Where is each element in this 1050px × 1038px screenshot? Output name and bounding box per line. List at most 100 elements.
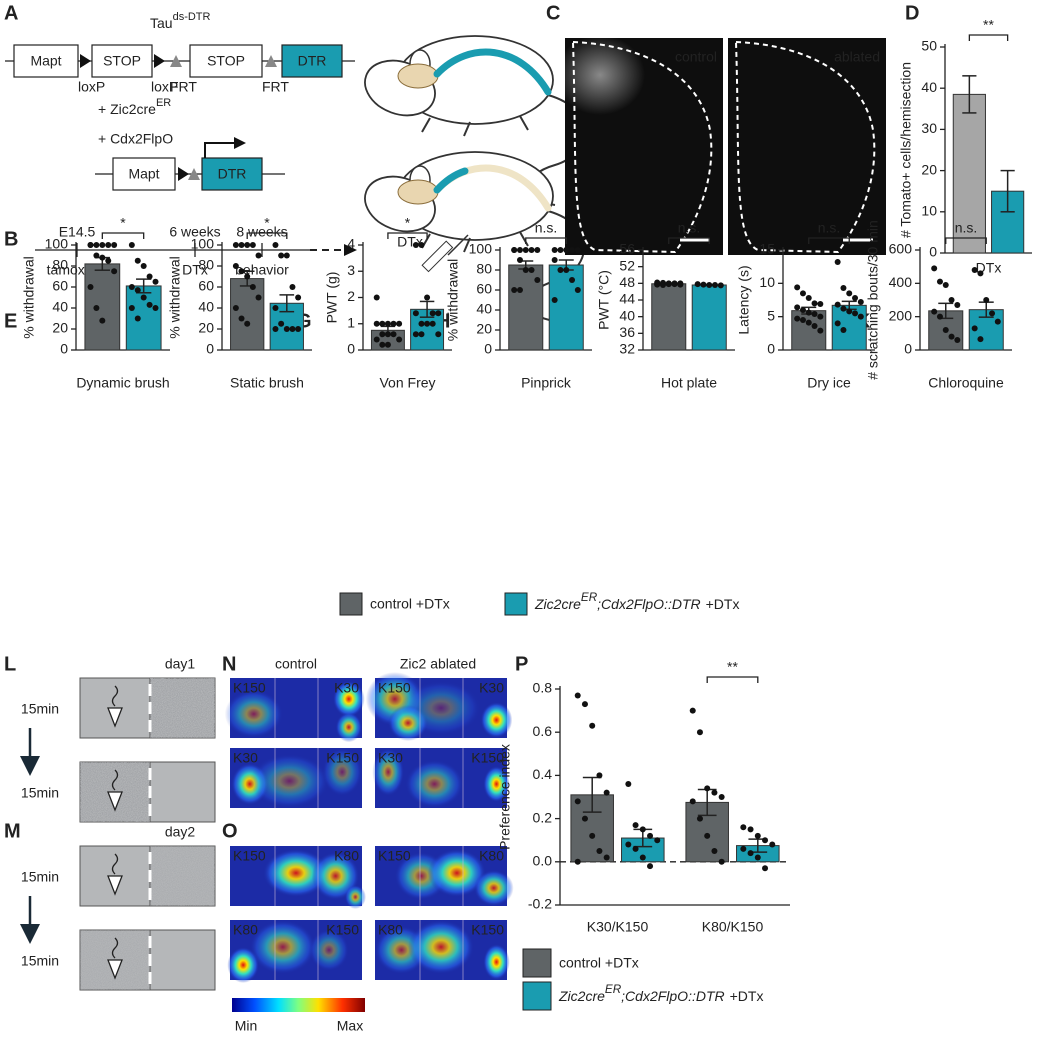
y-tick-label: 40 [52,299,68,315]
heatmap-corner-label: K80 [378,922,403,938]
y-tick-label: 80 [476,261,492,277]
bar [548,264,584,351]
panel-label: C [546,2,560,24]
heatmap-corner-label: K150 [471,750,504,766]
construct-label: Mapt [128,166,159,182]
legend-label: Zic2creER;Cdx2FlpO::DTR +DTx [534,591,739,612]
error-bar [419,300,435,318]
data-point [931,265,938,272]
promoter-arrow [204,142,236,158]
y-tick-label: 10 [921,203,937,219]
y-tick-label: 5 [767,307,775,323]
y-tick-label: 0.2 [533,809,553,825]
y-tick-label: 48 [619,274,635,290]
panel-label: B [4,228,18,250]
bar [691,284,727,351]
significance-bracket [387,232,428,239]
y-tick-label: 4 [347,236,355,252]
floor-texture [150,678,215,738]
data-point [418,331,425,338]
data-point [244,273,251,280]
mouse-icon-tail [111,769,119,791]
heatmap-corner-label: K150 [233,680,266,696]
panel-label: D [905,2,919,24]
data-point [574,858,581,865]
data-point [93,242,100,248]
data-point [857,313,864,320]
data-point [948,297,955,303]
y-tick-label: 400 [889,274,913,290]
colorbar-label: Max [337,1018,363,1034]
legend-label: Zic2creER;Cdx2FlpO::DTR +DTx [558,983,763,1004]
data-point [295,294,302,301]
data-point [412,242,419,248]
significance-label: n.s. [535,220,558,236]
data-point [834,320,841,327]
construct-box [281,44,343,78]
significance-label: ** [727,659,738,675]
y-tick-label: 3 [347,262,355,278]
y-tick-label: 80 [52,257,68,273]
y-axis-label: % withdrawal [21,256,37,338]
data-point [696,815,703,822]
y-tick-label: 0.0 [533,853,553,869]
heatmap-corner-label: K80 [334,848,359,864]
error-bar [279,294,295,313]
legend-swatch [522,948,552,978]
data-point [852,295,859,301]
significance-bracket [525,237,567,244]
mouse-brain [397,63,439,89]
syringe-body [421,240,454,273]
data-point [522,267,529,273]
data-point [232,305,239,311]
y-axis-label: Latency (s) [736,265,752,334]
data-point [384,341,391,348]
data-point [840,327,847,333]
x-axis-label: Pinprick [521,375,572,391]
mouse-icon [107,875,123,896]
data-point [557,247,564,253]
y-tick-label: 100 [469,241,493,257]
spinal-cord-ablated [433,167,469,194]
frt-site [188,168,200,180]
legend-part: ER [605,983,622,996]
data-point [948,333,955,340]
bar [991,190,1025,254]
construct-label: DTR [298,53,327,69]
y-tick-label: 0.4 [533,766,553,782]
data-point [128,242,135,248]
significance-label: n.s. [818,220,841,236]
data-point [794,284,801,291]
y-tick-label: 20 [476,321,492,337]
data-point [665,281,672,288]
heatmap-blob [401,681,481,735]
heatmap-blob [322,748,363,796]
data-point [563,247,570,253]
data-point [429,320,436,327]
significance-label: * [120,215,126,231]
construct-box [201,157,263,191]
floor-texture [150,846,215,906]
y-tick-label: 40 [921,79,937,95]
data-point [711,848,718,854]
spinal-cord [433,48,552,96]
data-point [289,326,296,332]
duration-label: 15min [21,869,59,885]
data-point [696,729,703,736]
bar [230,278,265,351]
panel-label: E [4,310,17,332]
data-point [632,845,639,852]
data-point [799,290,806,297]
data-point [244,242,251,248]
heatmap-blob [263,849,329,897]
y-tick-label: 0 [929,244,937,260]
data-point [152,305,159,311]
x-axis-label: Dry ice [807,375,851,391]
data-point [942,327,949,333]
heatmap-blob [309,929,349,971]
data-point [740,845,747,852]
data-point [574,287,581,293]
data-point [740,824,747,831]
colorbar [232,998,365,1012]
data-point [551,257,558,263]
